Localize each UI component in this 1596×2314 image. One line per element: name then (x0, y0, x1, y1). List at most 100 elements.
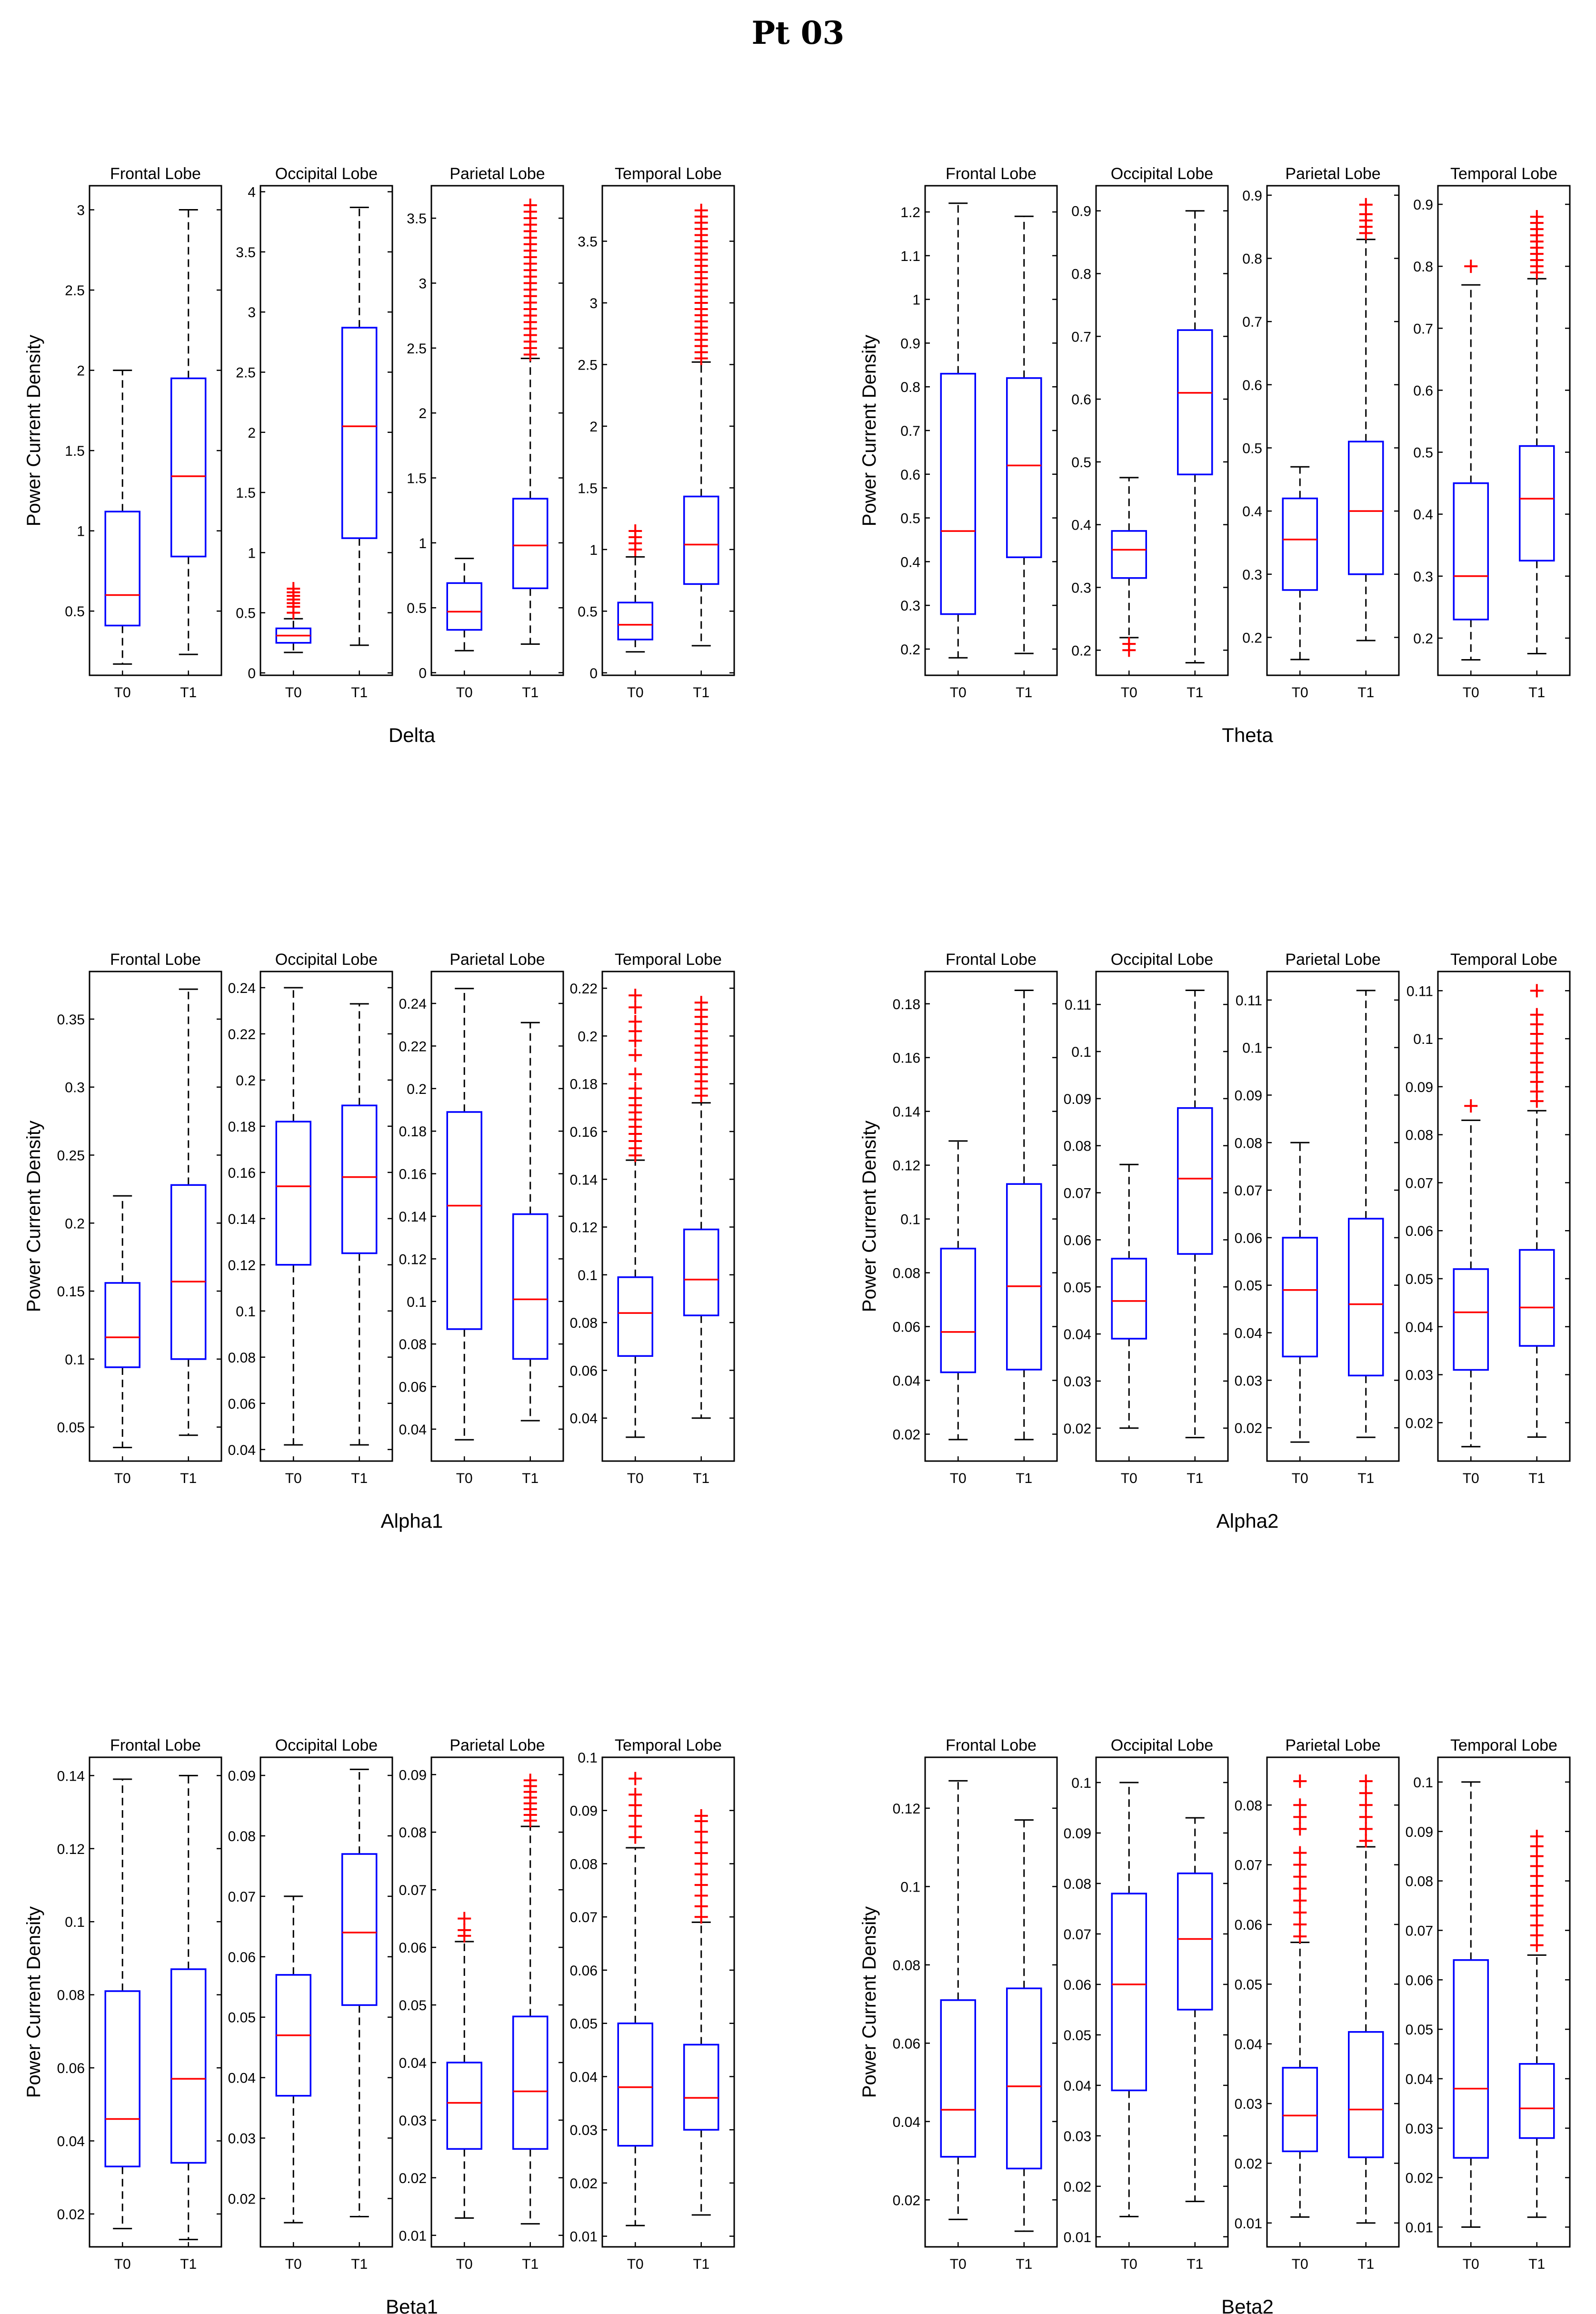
y-tick-label: 0 (589, 666, 598, 681)
outlier-point (1293, 1930, 1307, 1943)
y-tick-label: 2.5 (578, 357, 598, 373)
outlier-point (1359, 1810, 1373, 1824)
iqr-box (1006, 377, 1042, 558)
box-t1: T1 (170, 209, 207, 701)
box-t0: T0 (104, 1195, 140, 1486)
panel-frontal-lobe: Frontal Lobe 0.2 0.3 0.4 0.5 0.6 0.7 0.8 0.9 1 1.1… (900, 165, 1058, 701)
y-tick-label: 0.16 (228, 1165, 256, 1181)
y-tick-label: 0.04 (228, 2071, 256, 2086)
iqr-box (617, 2022, 653, 2147)
y-tick-label: 0.1 (407, 1294, 427, 1310)
chart-alpha2: Power Current Density Alpha2 Frontal Lobe 0… (859, 951, 1571, 1532)
panel-title: Frontal Lobe (946, 165, 1037, 183)
y-tick-label: 0.05 (1235, 1278, 1262, 1294)
box-t1: T1 (683, 1809, 719, 2272)
x-tick-label: T0 (1463, 1471, 1479, 1486)
iqr-box (104, 1990, 140, 2167)
iqr-box (617, 601, 653, 641)
y-tick-label: 3.5 (236, 245, 256, 260)
y-tick-label: 0.16 (570, 1124, 598, 1140)
outlier-point (1293, 1870, 1307, 1883)
axes-frame (89, 185, 222, 676)
y-tick-label: 1 (589, 542, 598, 558)
y-tick-label: 0.16 (399, 1167, 427, 1182)
box-t1: T1 (341, 1768, 378, 2272)
outlier-point (628, 1788, 642, 1802)
y-tick-label: 0.9 (900, 336, 920, 351)
y-tick-label: 0.05 (57, 1420, 85, 1436)
y-tick-label: 1.2 (900, 205, 920, 220)
outlier-point (1293, 1810, 1307, 1824)
panel-parietal-lobe: Parietal Lobe 0.02 0.03 0.04 0.05 0.06 0.07 0.0… (1235, 951, 1400, 1486)
y-tick-label: 0.14 (570, 1172, 598, 1188)
x-tick-label: T1 (522, 1471, 539, 1486)
x-tick-label: T0 (114, 2256, 131, 2272)
box-t1: T1 (683, 203, 719, 701)
x-tick-label: T1 (1187, 1471, 1203, 1486)
y-tick-label: 0.03 (228, 2131, 256, 2147)
y-tick-label: 0.7 (1071, 329, 1091, 345)
y-tick-label: 0.06 (893, 1320, 920, 1335)
y-tick-label: 0.5 (900, 511, 920, 527)
iqr-box (512, 498, 549, 590)
x-tick-label: T1 (1016, 685, 1032, 701)
iqr-box (341, 1853, 378, 2006)
box-t1: T1 (1519, 1830, 1555, 2272)
y-tick-label: 0.4 (1242, 504, 1262, 520)
y-axis-label: Power Current Density (23, 1906, 44, 2098)
box-t0: T0 (275, 1895, 311, 2272)
y-tick-label: 0.06 (399, 1380, 427, 1395)
y-tick-label: 0.24 (228, 981, 256, 996)
y-tick-label: 0.05 (1406, 1272, 1433, 1287)
y-tick-label: 0.7 (900, 423, 920, 439)
outlier-point (694, 203, 708, 217)
y-tick-label: 0.01 (570, 2229, 598, 2245)
band-label: Alpha1 (381, 1510, 443, 1532)
y-tick-label: 0.1 (236, 1304, 256, 1320)
y-tick-label: 0.02 (1235, 1421, 1262, 1436)
y-tick-label: 0.03 (1406, 2121, 1433, 2137)
box-t1: T1 (683, 996, 719, 1486)
box-t1: T1 (170, 1774, 207, 2272)
y-tick-label: 0.02 (228, 2191, 256, 2207)
x-tick-label: T1 (1016, 2256, 1032, 2272)
y-tick-label: 1 (912, 292, 920, 308)
panel-title: Occipital Lobe (1111, 165, 1213, 183)
y-tick-label: 0.06 (1406, 1973, 1433, 1988)
axes-frame (89, 1756, 222, 2248)
box-t0: T0 (104, 370, 140, 701)
x-tick-label: T1 (180, 1471, 197, 1486)
outlier-point (1293, 1798, 1307, 1812)
axes-frame (1095, 1756, 1229, 2248)
y-tick-label: 0.08 (570, 1315, 598, 1331)
x-tick-label: T1 (1187, 685, 1203, 701)
y-tick-label: 0.8 (1242, 251, 1262, 267)
outlier-point (628, 989, 642, 1002)
x-tick-label: T0 (1463, 2256, 1479, 2272)
outlier-point (1293, 1905, 1307, 1919)
y-tick-label: 0.14 (228, 1212, 256, 1227)
y-tick-label: 0.12 (570, 1220, 598, 1236)
iqr-box (1006, 1183, 1042, 1371)
y-tick-label: 0.1 (65, 1352, 85, 1368)
y-tick-label: 0.06 (228, 1396, 256, 1412)
y-axis-label: Power Current Density (859, 335, 880, 526)
outlier-point (628, 1067, 642, 1081)
box-t0: T0 (617, 1772, 653, 2272)
y-tick-label: 0.02 (1064, 1421, 1091, 1437)
page-title: Pt 03 (752, 14, 845, 51)
axes-frame (924, 971, 1058, 1462)
y-tick-label: 0.06 (228, 1950, 256, 1965)
axes-frame (430, 971, 564, 1462)
y-tick-label: 0.04 (399, 2055, 427, 2071)
box-t0: T0 (446, 988, 482, 1486)
panel-title: Temporal Lobe (615, 951, 722, 969)
y-tick-label: 0.3 (1242, 567, 1262, 583)
box-t0: T0 (940, 202, 976, 701)
chart-beta2: Power Current Density Beta2 Frontal Lobe 0.… (859, 1736, 1571, 2314)
iqr-box (512, 2015, 549, 2150)
axes-frame (1437, 971, 1571, 1462)
y-tick-label: 0.07 (1406, 1923, 1433, 1939)
y-tick-label: 0.1 (65, 1914, 85, 1930)
iqr-box (940, 1999, 976, 2158)
